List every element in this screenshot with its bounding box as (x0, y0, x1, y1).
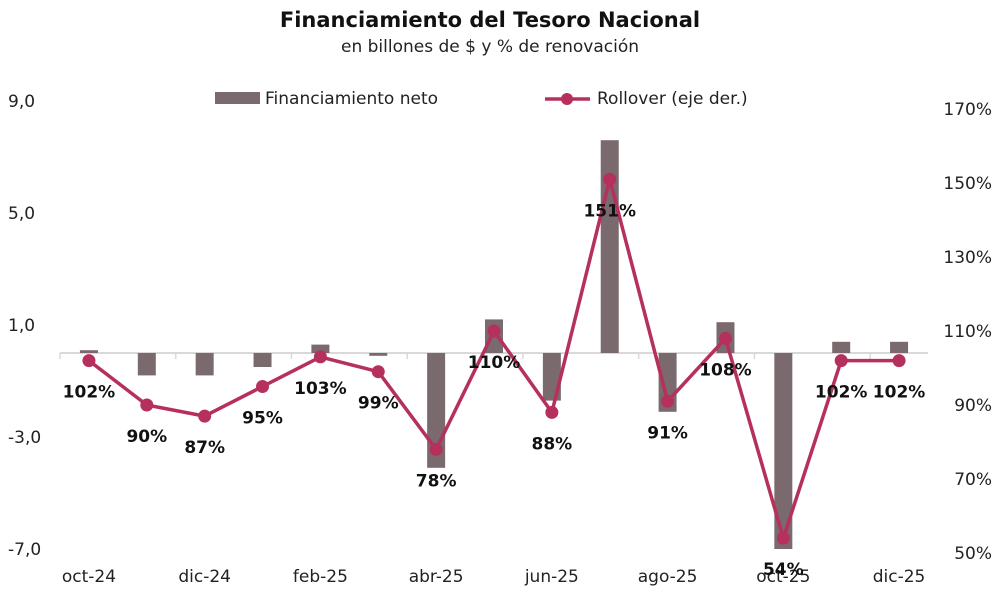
y-left-tick-label: 1,0 (8, 316, 35, 336)
rollover-label-may-25: 110% (468, 353, 521, 373)
legend-line-marker (561, 93, 573, 105)
x-tick-label: feb-25 (293, 567, 348, 587)
rollover-label-dic-25: 102% (873, 383, 926, 403)
rollover-point-dic-24 (198, 409, 212, 423)
rollover-label-nov-25: 102% (815, 383, 868, 403)
y-axis-left: 9,0 5,0 1,0 -3,0 -7,0 (8, 92, 41, 560)
legend-bar-label: Financiamiento neto (265, 89, 438, 109)
legend-bar-swatch (215, 92, 260, 104)
rollover-label-dic-24: 87% (184, 438, 225, 458)
y-left-tick-label: -3,0 (8, 428, 41, 448)
rollover-label-jun-25: 88% (532, 434, 573, 454)
bar-nov-24 (137, 353, 156, 376)
x-tick-label: jun-25 (524, 567, 579, 587)
rollover-point-abr-25 (429, 442, 443, 456)
bar-feb-25 (311, 344, 330, 353)
rollover-point-feb-25 (313, 350, 327, 364)
rollover-label-oct-25: 54% (763, 560, 804, 580)
bar-oct-25 (774, 353, 793, 549)
y-left-tick-label: 5,0 (8, 204, 35, 224)
bar-dic-25 (890, 341, 909, 353)
bar-oct-24 (79, 350, 98, 353)
rollover-point-jun-25 (545, 405, 559, 419)
rollover-point-ene-25 (256, 380, 270, 393)
x-axis: oct-24 dic-24 feb-25 abr-25 jun-25 ago-25 oct-… (59, 353, 926, 587)
y-right-tick-label: 130% (943, 248, 992, 268)
legend-line-label: Rollover (eje der.) (597, 89, 748, 109)
rollover-label-nov-24: 90% (126, 427, 167, 447)
x-tick-label: ago-25 (638, 567, 698, 587)
bar-jul-25 (600, 140, 619, 353)
bars-series (79, 140, 909, 549)
y-right-tick-label: 150% (943, 174, 992, 194)
x-tick-label: oct-25 (756, 567, 810, 587)
rollover-point-mar-25 (371, 365, 385, 379)
rollover-label-mar-25: 99% (358, 394, 399, 414)
rollover-label-ene-25: 95% (242, 409, 283, 429)
y-right-tick-label: 110% (943, 322, 992, 342)
rollover-point-may-25 (487, 324, 501, 338)
rollover-label-sep-25: 108% (699, 360, 752, 380)
bar-ene-25 (253, 353, 272, 367)
x-tick-label: abr-25 (409, 567, 464, 587)
rollover-point-dic-25 (892, 354, 906, 368)
rollover-label-oct-24: 102% (63, 383, 116, 403)
rollover-point-oct-25 (776, 531, 790, 545)
rollover-point-nov-24 (140, 398, 154, 412)
rollover-label-feb-25: 103% (294, 379, 347, 399)
rollover-label-abr-25: 78% (416, 471, 457, 491)
x-tick-label: dic-25 (873, 567, 926, 587)
bar-mar-25 (369, 353, 388, 356)
y-right-tick-label: 90% (954, 396, 992, 416)
legend: Financiamiento neto Rollover (eje der.) (215, 89, 748, 109)
rollover-point-oct-24 (82, 354, 96, 368)
y-axis-right: 170% 150% 130% 110% 90% 70% 50% (943, 100, 992, 564)
rollover-points (82, 172, 906, 545)
x-tick-label: dic-24 (178, 567, 231, 587)
y-left-tick-label: 9,0 (8, 92, 35, 112)
bar-nov-25 (832, 341, 851, 353)
y-left-tick-label: -7,0 (8, 540, 41, 560)
y-right-tick-label: 50% (954, 544, 992, 564)
rollover-point-ago-25 (661, 394, 675, 408)
y-right-tick-label: 170% (943, 100, 992, 120)
rollover-label-ago-25: 91% (647, 423, 688, 443)
rollover-data-labels: 102% 90% 87% 95% 103% 99% 78% 110% 88% 151% 91% 108… (63, 201, 926, 580)
y-right-tick-label: 70% (954, 470, 992, 490)
rollover-point-jul-25 (603, 172, 617, 186)
rollover-point-nov-25 (834, 354, 848, 368)
rollover-point-sep-25 (718, 331, 732, 345)
chart-subtitle: en billones de $ y % de renovación (340, 37, 639, 57)
chart-title: Financiamiento del Tesoro Nacional (279, 8, 701, 32)
x-tick-label: oct-24 (62, 567, 116, 587)
bar-dic-24 (195, 353, 214, 376)
rollover-label-jul-25: 151% (583, 201, 636, 221)
